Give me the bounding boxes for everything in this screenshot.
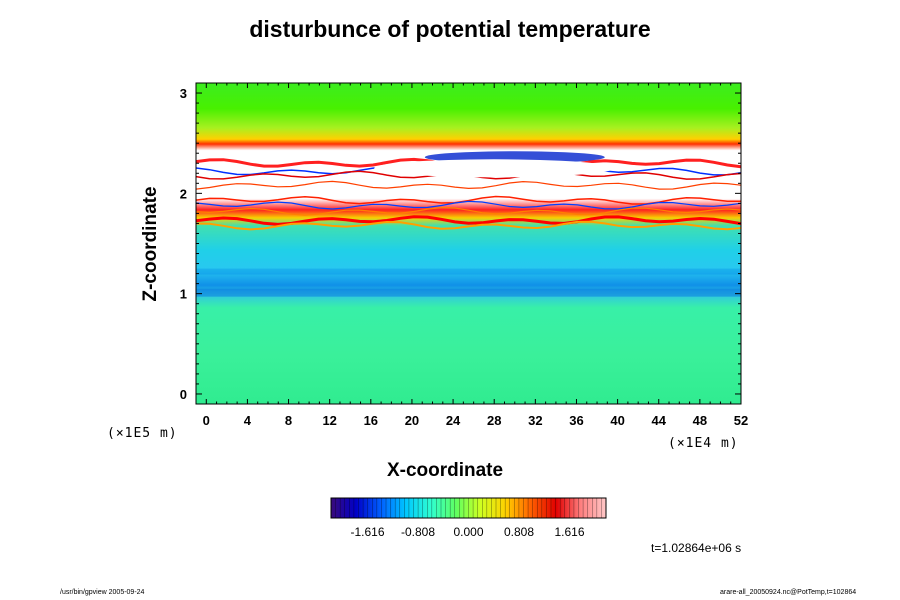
y-tick-label: 0 — [180, 387, 187, 402]
x-tick-label: 0 — [203, 413, 210, 428]
footer-source: arare-all_20050924.nc@PotTemp,t=102864 — [720, 589, 857, 596]
x-tick-label: 48 — [693, 413, 707, 428]
colorbar: -1.616 -0.808 0.000 0.808 1.616 — [330, 497, 607, 539]
y-tick-label: 3 — [180, 86, 187, 101]
heatmap-background — [196, 83, 741, 404]
x-tick-label: 28 — [487, 413, 501, 428]
cold-streak — [196, 268, 741, 275]
time-annotation: t=1.02864e+06 s — [651, 541, 742, 555]
x-tick-label: 44 — [652, 413, 667, 428]
x-tick-label: 16 — [364, 413, 378, 428]
contour-band — [196, 220, 741, 231]
footer-command: /usr/bin/gpview 2005-09-24 — [60, 589, 145, 596]
x-axis-label: X-coordinate — [386, 460, 504, 481]
x-axis: 0 4 8 12 16 20 24 28 32 36 40 44 48 52 — [203, 83, 748, 428]
x-tick-label: 52 — [734, 413, 748, 428]
x-tick-label: 20 — [405, 413, 419, 428]
x-tick-label: 4 — [244, 413, 252, 428]
colorbar-tick-label: 0.808 — [504, 525, 534, 539]
y-axis: 0 1 2 3 — [180, 86, 741, 402]
y-axis-label: Z-coordinate — [140, 186, 161, 302]
heatmap-field — [195, 82, 742, 405]
y-axis-unit: (×1E5 m) — [107, 426, 178, 441]
colorbar-frame — [330, 497, 607, 519]
contour-band — [196, 180, 741, 190]
x-tick-label: 40 — [610, 413, 624, 428]
y-tick-label: 2 — [180, 186, 187, 201]
x-tick-label: 32 — [528, 413, 542, 428]
warm-core — [374, 159, 615, 178]
contour-band — [196, 200, 741, 210]
x-axis-unit: (×1E4 m) — [668, 436, 739, 451]
x-tick-label: 36 — [569, 413, 583, 428]
colorbar-tick-label: 1.616 — [554, 525, 584, 539]
contour-band — [196, 206, 741, 216]
x-tick-label: 12 — [322, 413, 336, 428]
colorbar-tick-label: 0.000 — [453, 525, 483, 539]
colorbar-tick-label: -1.616 — [350, 525, 384, 539]
heatmap-features — [196, 151, 741, 297]
x-tick-label: 24 — [446, 413, 461, 428]
chart-title: disturbunce of potential temperature — [249, 16, 651, 42]
y-tick-label: 1 — [180, 287, 187, 302]
cold-streak — [196, 288, 741, 297]
colorbar-tick-label: -0.808 — [401, 525, 435, 539]
x-tick-label: 8 — [285, 413, 292, 428]
